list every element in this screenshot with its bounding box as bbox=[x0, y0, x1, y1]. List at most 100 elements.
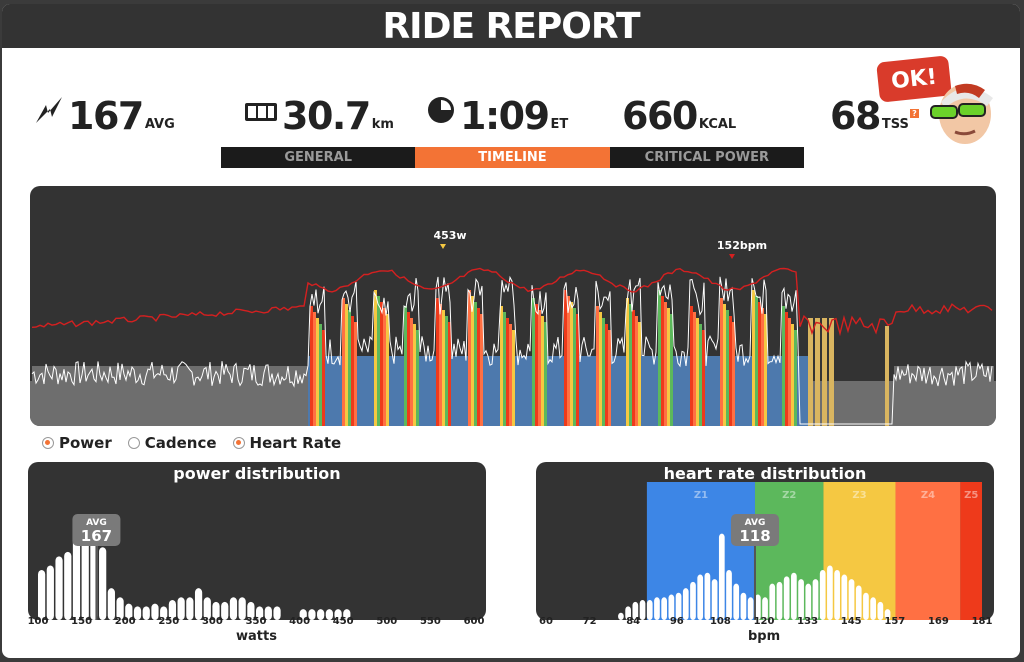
peak-power-label: 453w bbox=[433, 229, 466, 242]
timeline-interval-bar bbox=[885, 326, 889, 426]
distribution-bar bbox=[726, 570, 732, 620]
timeline-interval-bar bbox=[316, 318, 319, 426]
power-trace bbox=[31, 275, 993, 425]
axis-tick-label: 60 bbox=[539, 616, 553, 627]
power-unit: AVG bbox=[144, 117, 175, 132]
timeline-interval-bar bbox=[541, 316, 544, 426]
timeline-interval-bar bbox=[380, 302, 383, 426]
legend-power[interactable]: Power bbox=[42, 434, 112, 452]
timeline-interval-bar bbox=[661, 296, 664, 426]
timeline-interval-bar bbox=[629, 304, 632, 426]
timeline-interval-bar bbox=[538, 310, 541, 426]
distribution-bar bbox=[769, 583, 776, 620]
heart-rate-toggle-icon[interactable] bbox=[232, 437, 245, 449]
axis-tick-label: 200 bbox=[114, 616, 136, 627]
peak-power-marker bbox=[440, 244, 446, 249]
distribution-bar bbox=[186, 597, 194, 620]
power-toggle-icon[interactable] bbox=[42, 437, 54, 449]
distribution-bar bbox=[718, 533, 725, 620]
axis-tick-label: 133 bbox=[797, 616, 819, 627]
distribution-bar bbox=[618, 612, 624, 620]
distribution-bar bbox=[848, 579, 855, 620]
distribution-bar bbox=[229, 597, 238, 620]
distribution-bar bbox=[203, 597, 211, 620]
distribution-bar bbox=[212, 601, 220, 620]
distribution-bar bbox=[682, 588, 689, 620]
heart-rate-line bbox=[31, 267, 993, 337]
distribution-bar bbox=[632, 601, 639, 620]
timeline-interval-bar bbox=[313, 312, 316, 426]
timeline-interval-bar bbox=[567, 296, 570, 426]
distribution-bar bbox=[675, 592, 682, 620]
distribution-bar bbox=[55, 556, 63, 620]
timeline-interval-bar bbox=[726, 310, 729, 426]
timeline-interval-bar bbox=[374, 290, 377, 426]
stat-tss: 68 TSS ? bbox=[830, 88, 919, 136]
distribution-bar bbox=[733, 583, 740, 620]
timeline-interval-bar bbox=[720, 298, 723, 426]
axis-tick-label: 72 bbox=[582, 616, 597, 627]
timeline-interval-bar bbox=[377, 296, 380, 426]
timeline-interval-bar bbox=[544, 322, 547, 426]
distance-value: 30.7 bbox=[282, 94, 371, 138]
tab-critical-power[interactable]: CRITICAL POWER bbox=[609, 147, 804, 168]
distribution-bar bbox=[855, 585, 862, 620]
distribution-bar bbox=[334, 609, 342, 620]
legend-cadence-label: Cadence bbox=[144, 434, 217, 452]
time-value: 1:09 bbox=[460, 94, 550, 138]
axis-tick-label: 150 bbox=[71, 616, 93, 627]
power-bolt-icon bbox=[34, 95, 64, 136]
axis-tick-label: 181 bbox=[971, 616, 993, 627]
timeline-interval-bar bbox=[605, 324, 608, 426]
stat-time: 1:09 ET bbox=[426, 88, 568, 136]
timeline-interval-bar bbox=[345, 304, 348, 426]
distribution-bar bbox=[99, 547, 107, 620]
axis-tick-label: 96 bbox=[669, 616, 684, 627]
legend-cadence[interactable]: Cadence bbox=[127, 434, 217, 452]
zone-label: Z3 bbox=[852, 490, 866, 501]
report-tabs: GENERAL TIMELINE CRITICAL POWER bbox=[221, 147, 804, 168]
cadence-toggle-icon[interactable] bbox=[127, 437, 140, 449]
legend-heart-rate[interactable]: Heart Rate bbox=[232, 434, 342, 452]
distribution-bar bbox=[740, 592, 747, 620]
distribution-bar bbox=[870, 597, 877, 620]
avg-badge-label: AVG bbox=[745, 518, 766, 528]
chart-legend: Power Cadence Heart Rate bbox=[42, 434, 341, 452]
legend-heart-rate-label: Heart Rate bbox=[249, 434, 342, 452]
timeline-interval-bar bbox=[576, 314, 579, 426]
distribution-bar bbox=[221, 601, 229, 620]
timeline-interval-bar bbox=[829, 318, 834, 426]
timeline-interval-bar bbox=[815, 318, 820, 426]
title-bar: RIDE REPORT bbox=[2, 4, 1020, 48]
stat-power: 167 AVG bbox=[34, 88, 175, 136]
power-axis-title: watts bbox=[236, 629, 277, 644]
axis-tick-label: 157 bbox=[884, 616, 906, 627]
timeline-interval-bar bbox=[658, 290, 661, 426]
timeline-interval-bar bbox=[664, 302, 667, 426]
axis-tick-label: 84 bbox=[626, 616, 641, 627]
timeline-interval-bar bbox=[471, 296, 474, 426]
distribution-bar bbox=[791, 572, 797, 620]
timeline-interval-bar bbox=[404, 306, 407, 426]
timeline-interval-bar bbox=[448, 322, 451, 426]
distribution-bar bbox=[690, 581, 696, 620]
tss-unit: TSS bbox=[881, 117, 909, 132]
tab-general[interactable]: GENERAL bbox=[221, 147, 416, 168]
timeline-interval-bar bbox=[468, 290, 471, 426]
distribution-bar bbox=[238, 597, 246, 620]
timeline-interval-bar bbox=[506, 318, 509, 426]
timeline-interval-bar bbox=[322, 330, 325, 426]
timeline-interval-bar bbox=[474, 302, 477, 426]
tab-timeline[interactable]: TIMELINE bbox=[415, 147, 610, 168]
zone-band bbox=[895, 482, 961, 620]
distribution-bar bbox=[133, 606, 142, 620]
timeline-interval-bar bbox=[503, 312, 506, 426]
distribution-bar bbox=[177, 597, 185, 620]
axis-tick-label: 120 bbox=[753, 616, 775, 627]
timeline-interval-bar bbox=[386, 314, 389, 426]
distribution-bar bbox=[72, 533, 81, 620]
timeline-interval-bar bbox=[599, 312, 602, 426]
distribution-bar bbox=[38, 570, 46, 620]
tss-help-icon[interactable]: ? bbox=[909, 109, 919, 118]
